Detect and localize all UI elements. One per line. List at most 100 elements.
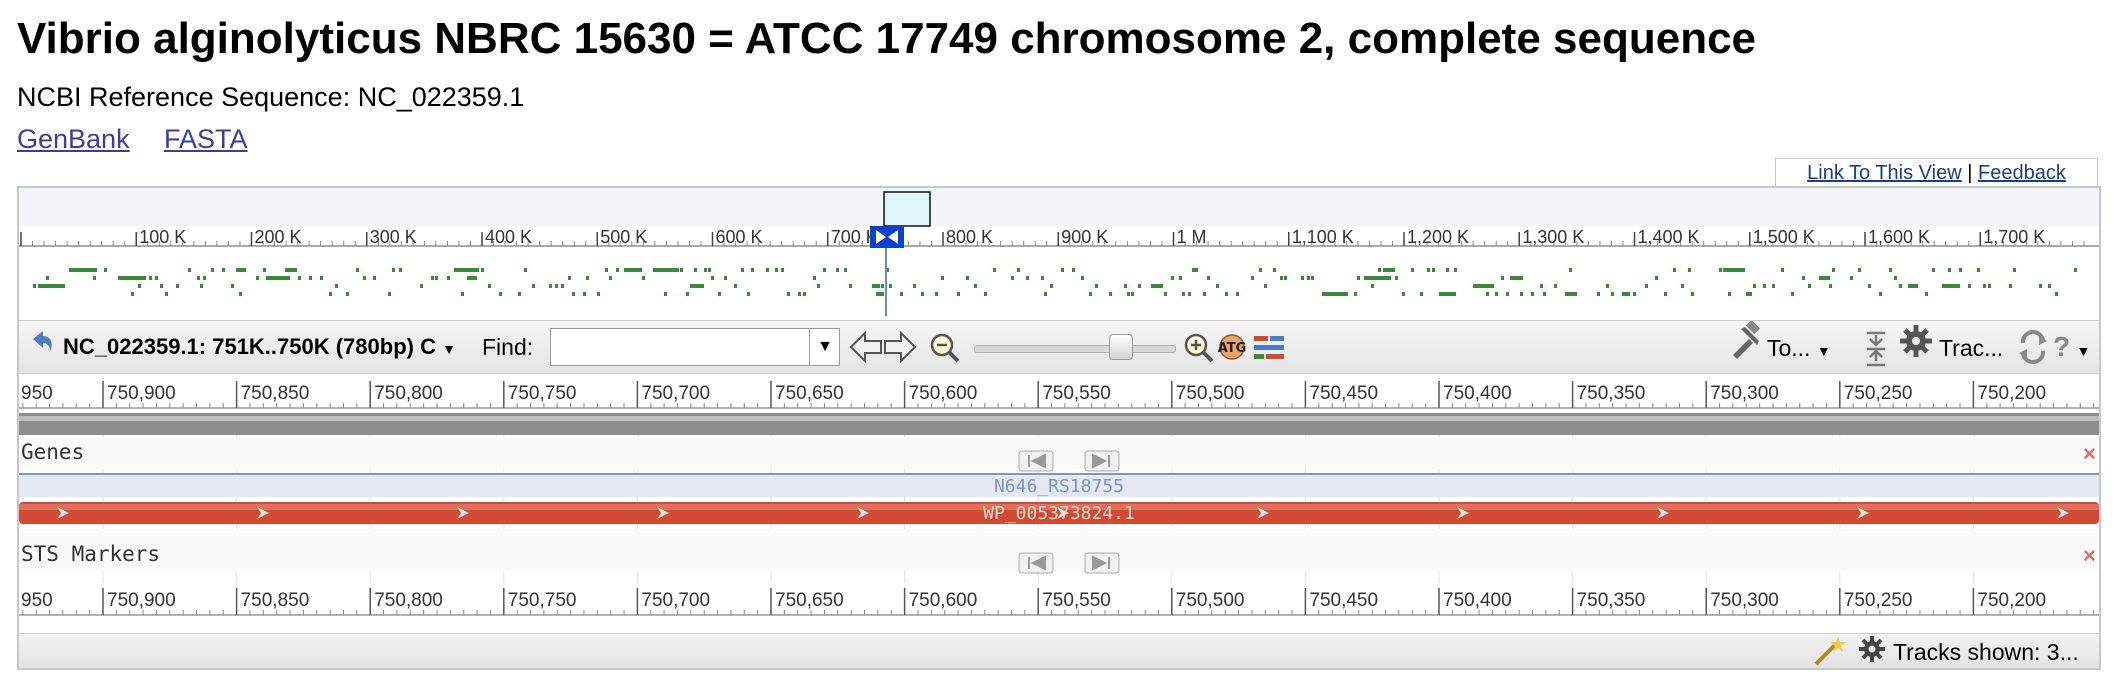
sts-track: STS Markers × — [19, 529, 2099, 574]
find-input[interactable] — [550, 328, 840, 366]
tracks-shown-label: Tracks shown: 3... — [1892, 639, 2079, 666]
ruler-label: 950 — [21, 383, 53, 404]
ruler-label: 750,600 — [909, 590, 978, 611]
overview-position-marker[interactable] — [870, 226, 904, 248]
ruler-label: 750,350 — [1577, 383, 1646, 404]
magic-wand-icon[interactable] — [1812, 634, 1846, 668]
ruler-label: 750,550 — [1042, 383, 1111, 404]
chevron-down-icon: ▼ — [2076, 343, 2091, 359]
overview-tick-label: 500 K — [600, 227, 647, 247]
overview-tick-label: 1,200 K — [1407, 227, 1469, 247]
refresh-icon[interactable] — [2017, 321, 2049, 373]
alignment-view-icon[interactable] — [1251, 321, 1287, 373]
tracks-area: 950 750,900 750,850 750,800 750,750 750,700 75… — [19, 373, 2099, 633]
overview-tick-label: 1 M — [1177, 227, 1207, 247]
zoom-in-icon[interactable] — [1182, 321, 1216, 373]
ruler-label: 750,800 — [374, 383, 443, 404]
page-title: Vibrio alginolyticus NBRC 15630 = ATCC 1… — [17, 14, 1757, 63]
tools-menu[interactable]: To... ▼ — [1729, 319, 1831, 373]
overview-tick-label: 200 K — [255, 227, 302, 247]
tracks-shown-control[interactable]: Tracks shown: 3... — [1857, 634, 2079, 668]
overview-ruler: 100 K 200 K 300 K 400 K 500 K 600 K 700 K 800 K… — [19, 191, 2099, 316]
location-text: NC_022359.1: 751K..750K (780bp) C — [63, 334, 436, 359]
ruler-label: 750,850 — [241, 383, 310, 404]
overview-viewport-window[interactable] — [883, 191, 931, 227]
sts-next-icon[interactable] — [1084, 552, 1120, 574]
find-label: Find: — [482, 334, 534, 360]
overview-tick-label: 1,700 K — [1983, 227, 2045, 247]
ruler-label: 750,750 — [508, 590, 577, 611]
overview-tick-label: 800 K — [946, 227, 993, 247]
zoom-out-icon[interactable] — [928, 321, 962, 373]
zoom-slider-handle[interactable] — [1109, 334, 1133, 360]
tools-label: To... — [1766, 335, 1811, 362]
ruler-label: 750,250 — [1844, 383, 1913, 404]
overview-tick-label: 400 K — [485, 227, 532, 247]
svg-text:ATG: ATG — [1218, 341, 1247, 356]
ruler-label: 750,450 — [1309, 590, 1378, 611]
help-menu[interactable]: ? ▼ — [2053, 321, 2090, 373]
overview-tick-label: 300 K — [370, 227, 417, 247]
genes-track: Genes × N646_RS18755 WP_005373824.1 — [19, 437, 2099, 524]
ruler-label: 950 — [21, 590, 53, 611]
ruler-label: 750,900 — [107, 383, 176, 404]
link-to-this-view[interactable]: Link To This View — [1807, 162, 1962, 184]
find-dropdown-icon[interactable]: ▼ — [809, 328, 840, 366]
ruler-label: 750,900 — [107, 590, 176, 611]
refseq-label: NCBI Reference Sequence: NC_022359.1 — [17, 82, 525, 112]
ruler-bottom: 950 750,900 750,850 750,800 750,750 750,700 75… — [19, 584, 2099, 618]
ruler-label: 750,400 — [1443, 590, 1512, 611]
view-links-bar: Link To This View | Feedback — [1775, 158, 2098, 187]
close-sts-track-icon[interactable]: × — [2083, 543, 2096, 568]
back-icon[interactable] — [25, 321, 55, 373]
gear-icon — [1857, 634, 1887, 668]
link-separator: | — [1967, 162, 1973, 184]
chevron-down-icon: ▼ — [442, 341, 456, 357]
sequence-view-icon[interactable]: ATG — [1216, 321, 1250, 373]
tools-icon — [1729, 319, 1761, 379]
ruler-label: 750,500 — [1176, 590, 1245, 611]
fasta-link[interactable]: FASTA — [164, 124, 248, 154]
pan-left-icon[interactable] — [849, 321, 883, 373]
overview-tick-label: 900 K — [1061, 227, 1108, 247]
chevron-down-icon: ▼ — [1816, 343, 1831, 360]
overview-tick-label: 1,400 K — [1638, 227, 1700, 247]
feedback-link[interactable]: Feedback — [1978, 162, 2066, 184]
ruler-label: 750,500 — [1176, 383, 1245, 404]
ruler-label: 750,200 — [1977, 590, 2046, 611]
overview-tick-label: 1,600 K — [1868, 227, 1930, 247]
tracks-menu[interactable]: Trac... — [1899, 321, 2003, 373]
ruler-top: 950 750,900 750,850 750,800 750,750 750,700 75… — [19, 377, 2099, 411]
collapse-tracks-icon[interactable] — [1861, 321, 1891, 373]
genes-track-label: Genes — [21, 440, 84, 464]
gene-name-label: N646_RS18755 — [994, 476, 1124, 497]
genes-next-icon[interactable] — [1084, 450, 1120, 472]
status-bar: Tracks shown: 3... — [19, 633, 2099, 668]
ruler-label: 750,650 — [775, 590, 844, 611]
ruler-label: 750,700 — [641, 590, 710, 611]
overview-tick-label: 600 K — [716, 227, 763, 247]
ruler-label: 750,300 — [1710, 383, 1779, 404]
genes-prev-icon[interactable] — [1018, 450, 1054, 472]
ruler-label: 750,350 — [1577, 590, 1646, 611]
overview-tick-label: 1,500 K — [1753, 227, 1815, 247]
ruler-label: 750,700 — [641, 383, 710, 404]
ruler-label: 750,650 — [775, 383, 844, 404]
ruler-label: 750,750 — [508, 383, 577, 404]
overview-tick-label: 1,300 K — [1522, 227, 1584, 247]
ruler-label: 750,800 — [374, 590, 443, 611]
genbank-link[interactable]: GenBank — [17, 124, 130, 154]
sts-track-label: STS Markers — [21, 542, 160, 566]
overview-panel[interactable]: 100 K 200 K 300 K 400 K 500 K 600 K 700 K 800 K… — [19, 188, 2099, 316]
ruler-label: 750,600 — [909, 383, 978, 404]
ruler-label: 750,450 — [1309, 383, 1378, 404]
close-genes-track-icon[interactable]: × — [2083, 441, 2096, 466]
pan-right-icon[interactable] — [883, 321, 917, 373]
location-selector[interactable]: NC_022359.1: 751K..750K (780bp) C ▼ — [63, 321, 456, 373]
gene-feature[interactable] — [19, 475, 2099, 497]
overview-band — [19, 188, 2099, 226]
tracks-canvas: 950 750,900 750,850 750,800 750,750 750,700 75… — [19, 377, 2099, 618]
sts-prev-icon[interactable] — [1018, 552, 1054, 574]
ruler-label: 750,550 — [1042, 590, 1111, 611]
zoom-slider-track[interactable] — [974, 345, 1176, 353]
